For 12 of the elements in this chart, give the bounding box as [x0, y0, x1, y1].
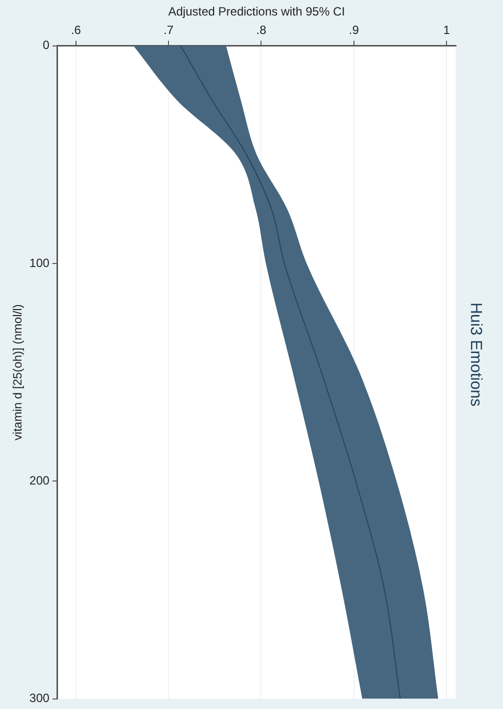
y-tick-label: 200: [29, 473, 50, 488]
y-tick-label: 0: [42, 38, 50, 52]
x-tick-label: .6: [70, 22, 82, 37]
y-tick-label: 100: [29, 256, 50, 270]
x-tick-label: .8: [256, 22, 267, 37]
text: Hui3 Emotions: [466, 302, 484, 407]
y-axis-title: vitamin d [25(oh)] (nmol/l): [10, 304, 25, 440]
x-tick-label: 1: [443, 22, 450, 37]
y-tick-label: 300: [29, 691, 50, 706]
x-tick-label: .7: [164, 22, 174, 37]
x-tick-label: .9: [348, 22, 360, 37]
x-axis-title: Adjusted Predictions with 95% CI: [168, 4, 345, 19]
